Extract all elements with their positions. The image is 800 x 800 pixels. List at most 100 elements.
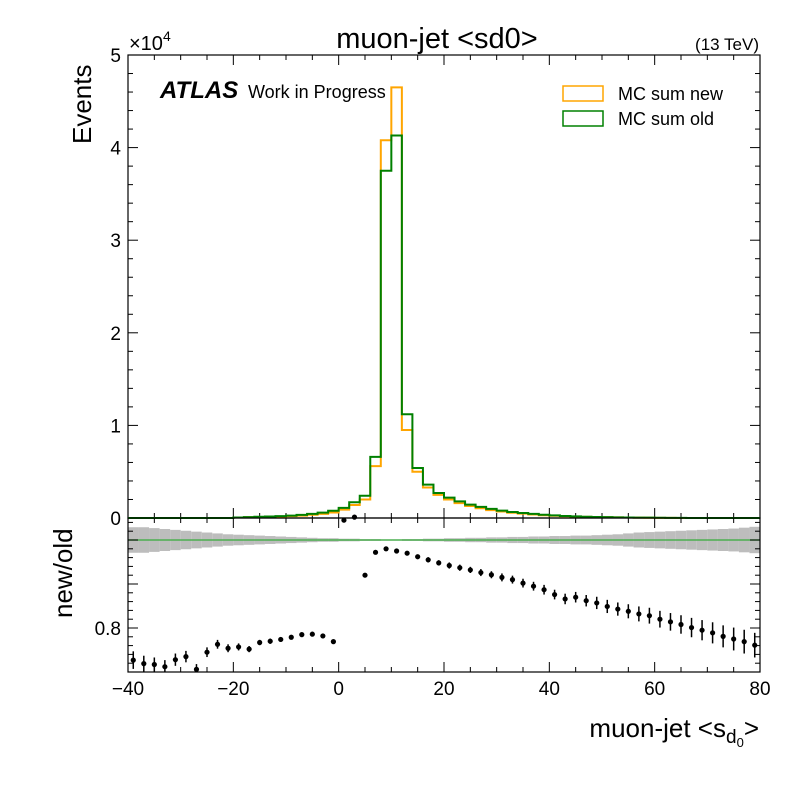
x-axis-label-main: muon-jet <s <box>589 713 726 743</box>
ratio-point <box>752 642 758 648</box>
ratio-point <box>530 583 537 589</box>
x-axis-label-close: > <box>744 713 759 743</box>
ratio-panel-ticks: 0.8 <box>95 518 761 673</box>
ratio-point <box>278 636 284 643</box>
ratio-point <box>257 639 263 646</box>
x-tick-label: 80 <box>749 679 770 700</box>
ratio-point <box>688 624 695 631</box>
ratio-point <box>646 613 653 619</box>
ratio-point <box>130 657 136 663</box>
ratio-point <box>478 569 484 576</box>
ratio-point <box>425 557 431 563</box>
ratio-point <box>520 580 526 586</box>
ratio-point <box>330 639 336 645</box>
ratio-point <box>667 619 674 625</box>
legend-label-new: MC sum new <box>618 84 724 104</box>
x-tick-label: 40 <box>539 679 560 700</box>
ratio-point <box>172 657 178 663</box>
legend-swatch-old <box>562 110 604 127</box>
ratio-point <box>467 567 473 573</box>
ratio-point <box>214 641 221 647</box>
ratio-point <box>457 565 463 571</box>
ratio-point <box>657 616 663 622</box>
ratio-point <box>562 596 568 602</box>
ratio-point <box>488 572 494 578</box>
ratio-point <box>678 621 684 628</box>
ratio-point <box>204 649 210 655</box>
legend: MC sum new MC sum old <box>562 84 724 129</box>
main-panel-ticks: 0 1 2 3 4 5 <box>110 46 761 530</box>
ratio-point <box>151 661 157 668</box>
ratio-point <box>288 634 294 640</box>
ratio-point <box>615 606 621 612</box>
chart-title: muon-jet <sd0> <box>336 23 538 55</box>
atlas-sublabel: Work in Progress <box>248 82 386 102</box>
main-panel-series <box>128 86 760 519</box>
ratio-point <box>509 577 516 583</box>
y-tick-label-main: 1 <box>110 416 121 437</box>
ratio-point <box>573 594 579 600</box>
ratio-point <box>394 548 400 554</box>
y-tick-label-main: 5 <box>110 46 121 67</box>
ratio-point <box>583 598 589 604</box>
main-y-axis-label: Events <box>67 65 97 145</box>
y-multiplier: ×104 <box>129 28 171 55</box>
x-axis-label-subsub: 0 <box>737 735 744 750</box>
y-multiplier-exponent: 4 <box>163 28 171 44</box>
x-tick-label: 20 <box>433 679 454 700</box>
ratio-point <box>193 666 200 672</box>
ratio-point <box>604 603 610 610</box>
x-tick-label: 0 <box>333 679 344 700</box>
ratio-point <box>636 611 642 617</box>
ratio-point <box>499 574 505 581</box>
x-axis-label: muon-jet <sd0> <box>589 713 759 750</box>
ratio-point <box>372 549 379 555</box>
ratio-point <box>404 550 410 556</box>
ratio-point <box>552 591 558 598</box>
ratio-point <box>625 608 631 614</box>
ratio-point <box>246 646 252 652</box>
ratio-point <box>741 639 747 645</box>
x-axis-label-sub: d <box>726 727 737 748</box>
ratio-panel-content <box>128 514 760 672</box>
y-tick-label-main: 3 <box>110 231 121 252</box>
legend-swatch-new <box>562 85 604 102</box>
ratio-point <box>699 627 705 633</box>
ratio-point <box>415 554 421 560</box>
energy-label: (13 TeV) <box>695 35 759 54</box>
ratio-point <box>720 633 726 639</box>
ratio-point <box>383 546 389 552</box>
x-tick-label: −20 <box>217 679 249 700</box>
y-multiplier-base: ×10 <box>129 33 163 55</box>
y-tick-label-main: 2 <box>110 324 121 345</box>
atlas-label: ATLAS <box>159 77 238 104</box>
legend-label-old: MC sum old <box>618 109 714 129</box>
ratio-point <box>309 631 315 637</box>
histogram-mc-sum-old <box>128 134 760 519</box>
ratio-point <box>141 661 147 667</box>
ratio-point <box>351 514 358 520</box>
ratio-point <box>436 560 442 566</box>
ratio-y-axis-label: new/old <box>48 528 78 618</box>
y-tick-label-main: 4 <box>110 139 121 160</box>
ratio-point <box>731 636 737 642</box>
x-tick-labels: −40 −20 0 20 40 60 80 <box>112 679 771 700</box>
histogram-mc-sum-new <box>128 86 760 519</box>
ratio-point <box>594 600 600 606</box>
ratio-point <box>267 638 273 644</box>
ratio-point <box>225 645 231 651</box>
ratio-point <box>446 562 452 569</box>
ratio-point <box>162 664 168 670</box>
ratio-point <box>183 654 189 660</box>
ratio-point <box>710 630 716 636</box>
ratio-point <box>341 517 347 523</box>
ratio-point <box>541 587 547 593</box>
ratio-point <box>236 644 242 650</box>
y-tick-label-main: 0 <box>110 509 121 530</box>
ratio-point <box>362 572 368 578</box>
x-tick-label: −40 <box>112 679 144 700</box>
ratio-point <box>299 632 305 638</box>
ratio-point <box>320 633 326 639</box>
y-tick-label-ratio: 0.8 <box>95 619 121 640</box>
